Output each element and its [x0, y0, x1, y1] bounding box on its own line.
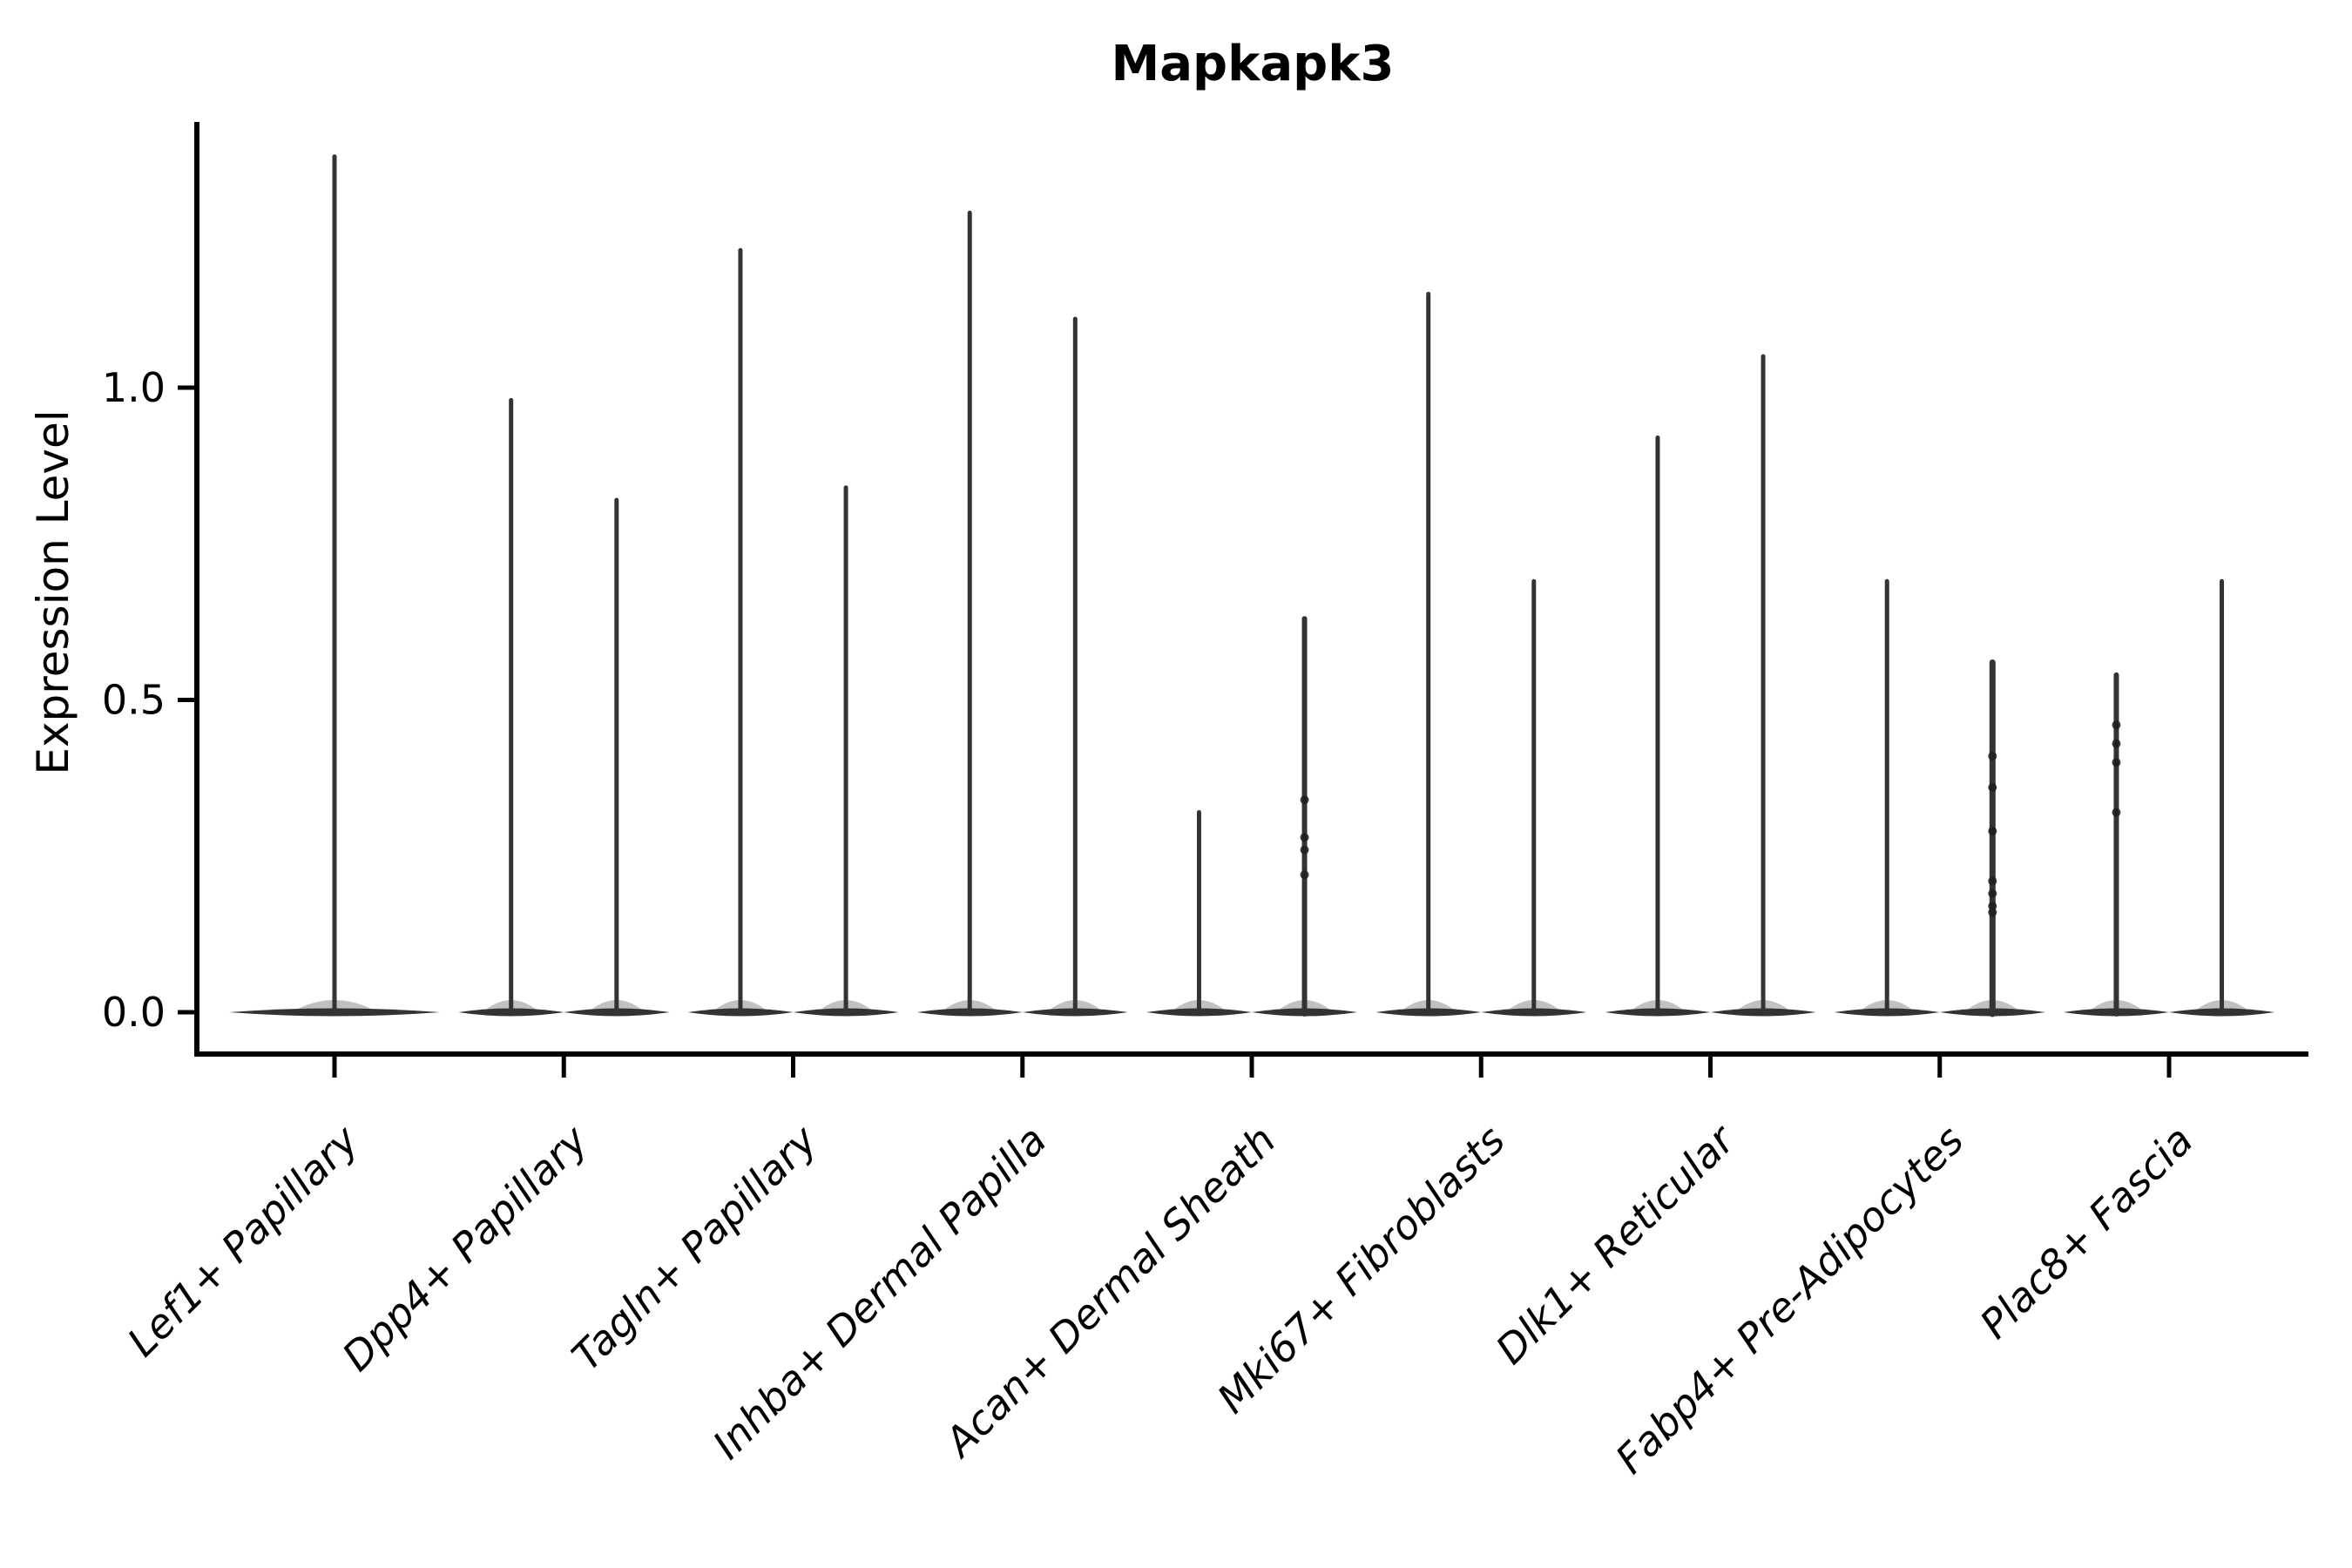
x-tick-label: Dlk1+ Reticular: [1487, 1114, 1746, 1373]
jitter-point: [1988, 876, 1997, 886]
y-tick-label: 0.5: [102, 677, 166, 724]
jitter-point: [1300, 795, 1309, 805]
jitter-point: [2112, 758, 2121, 767]
jitter-point: [1988, 827, 1997, 836]
jitter-point: [1300, 845, 1309, 855]
chart-title: Mapkapk3: [1112, 36, 1395, 92]
x-tick-label: Plac8+ Fascia: [1970, 1117, 2201, 1348]
jitter-point: [1988, 782, 1997, 792]
x-tick-label: Dpp4+ Papillary: [333, 1116, 597, 1380]
jitter-point: [1988, 889, 1997, 898]
jitter-point: [1988, 752, 1997, 761]
violins-layer: [228, 154, 2275, 1017]
x-tick-label: Tagln+ Papillary: [563, 1116, 827, 1380]
jitter-point: [1300, 870, 1309, 880]
y-tick-label: 0.0: [102, 989, 166, 1036]
jitter-point: [1300, 833, 1309, 842]
y-axis-label: Expression Level: [28, 409, 78, 774]
jitter-point: [1988, 902, 1997, 911]
jitter-point: [2112, 720, 2121, 730]
jitter-point: [1988, 908, 1997, 917]
jitter-point: [2112, 808, 2121, 817]
x-tick-label: Lef1+ Papillary: [118, 1116, 368, 1365]
y-tick-label: 1.0: [102, 364, 166, 411]
jitter-point: [2112, 739, 2121, 748]
